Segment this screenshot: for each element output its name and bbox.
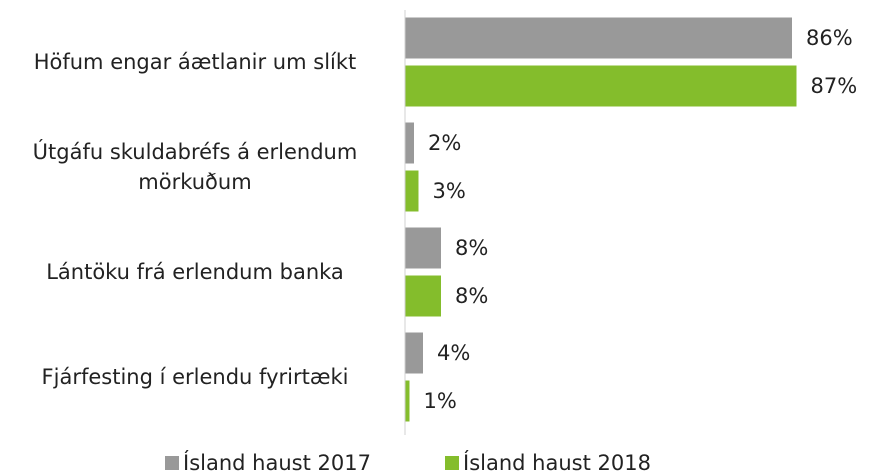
value-label: 8%: [455, 236, 488, 260]
legend-swatch: [445, 456, 459, 470]
category-label: Höfum engar áætlanir um slíkt: [33, 50, 357, 74]
bar: [405, 227, 441, 269]
bar: [405, 275, 441, 317]
value-label: 3%: [433, 179, 466, 203]
bar: [405, 17, 792, 59]
bar: [405, 122, 414, 164]
bar: [405, 170, 419, 212]
category-label: Lántöku frá erlendum banka: [46, 260, 344, 284]
value-label: 8%: [455, 284, 488, 308]
legend-label: Ísland haust 2017: [183, 450, 371, 475]
category-label: Útgáfu skuldabréfs á erlendum mörkuðum: [32, 140, 358, 194]
bar: [405, 380, 410, 422]
value-label: 86%: [806, 26, 853, 50]
legend-label: Ísland haust 2018: [463, 450, 651, 475]
value-label: 2%: [428, 131, 461, 155]
value-label: 4%: [437, 341, 470, 365]
category-label: Fjárfesting í erlendu fyrirtæki: [41, 365, 349, 389]
bar: [405, 332, 423, 374]
bar: [405, 65, 797, 107]
legend-swatch: [165, 456, 179, 470]
value-label: 87%: [811, 74, 858, 98]
value-label: 1%: [424, 389, 457, 413]
